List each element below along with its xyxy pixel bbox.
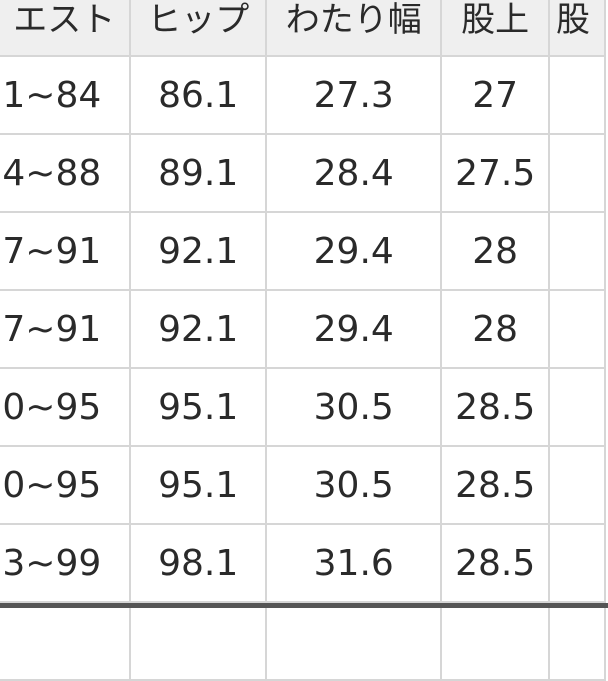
cell-waist: 3~99 xyxy=(0,523,132,603)
table-row xyxy=(0,601,606,681)
cell-rise: 28 xyxy=(440,211,550,291)
cell-thigh-width: 30.5 xyxy=(265,445,443,525)
cell-inseam xyxy=(548,55,606,135)
cell-rise: 27.5 xyxy=(440,133,550,213)
cell-hip: 95.1 xyxy=(129,445,268,525)
cell-hip: 89.1 xyxy=(129,133,268,213)
cell-empty xyxy=(129,601,268,681)
cell-hip: 95.1 xyxy=(129,367,268,447)
table-row: 1~84 86.1 27.3 27 xyxy=(0,55,606,135)
cell-inseam xyxy=(548,211,606,291)
table-row: 7~91 92.1 29.4 28 xyxy=(0,289,606,369)
cell-empty xyxy=(440,601,550,681)
cell-waist: 7~91 xyxy=(0,289,132,369)
header-hip: ヒップ xyxy=(129,0,268,57)
table-row: 4~88 89.1 28.4 27.5 xyxy=(0,133,606,213)
cell-empty xyxy=(0,601,132,681)
cell-inseam xyxy=(548,133,606,213)
cell-hip: 98.1 xyxy=(129,523,268,603)
cell-inseam xyxy=(548,523,606,603)
table-row: 0~95 95.1 30.5 28.5 xyxy=(0,445,606,525)
cell-thigh-width: 29.4 xyxy=(265,289,443,369)
table-row: 7~91 92.1 29.4 28 xyxy=(0,211,606,291)
header-waist: エスト xyxy=(0,0,132,57)
cell-waist: 0~95 xyxy=(0,367,132,447)
cell-inseam xyxy=(548,445,606,525)
header-thigh-width: わたり幅 xyxy=(265,0,443,57)
cell-thigh-width: 29.4 xyxy=(265,211,443,291)
table-row: 3~99 98.1 31.6 28.5 xyxy=(0,523,606,603)
cell-empty xyxy=(265,601,443,681)
cell-waist: 1~84 xyxy=(0,55,132,135)
cell-waist: 7~91 xyxy=(0,211,132,291)
cell-hip: 86.1 xyxy=(129,55,268,135)
cell-thigh-width: 31.6 xyxy=(265,523,443,603)
cell-rise: 27 xyxy=(440,55,550,135)
header-inseam: 股 xyxy=(548,0,606,57)
cell-rise: 28.5 xyxy=(440,445,550,525)
cell-inseam xyxy=(548,367,606,447)
cell-hip: 92.1 xyxy=(129,289,268,369)
header-row: エスト ヒップ わたり幅 股上 股 xyxy=(0,0,606,57)
cell-thigh-width: 27.3 xyxy=(265,55,443,135)
cell-rise: 28 xyxy=(440,289,550,369)
cell-hip: 92.1 xyxy=(129,211,268,291)
cell-thigh-width: 30.5 xyxy=(265,367,443,447)
header-rise: 股上 xyxy=(440,0,550,57)
bottom-border xyxy=(0,603,608,608)
cell-waist: 0~95 xyxy=(0,445,132,525)
cell-rise: 28.5 xyxy=(440,523,550,603)
cell-thigh-width: 28.4 xyxy=(265,133,443,213)
cell-inseam xyxy=(548,289,606,369)
table-row: 0~95 95.1 30.5 28.5 xyxy=(0,367,606,447)
cell-empty xyxy=(548,601,606,681)
cell-rise: 28.5 xyxy=(440,367,550,447)
cell-waist: 4~88 xyxy=(0,133,132,213)
